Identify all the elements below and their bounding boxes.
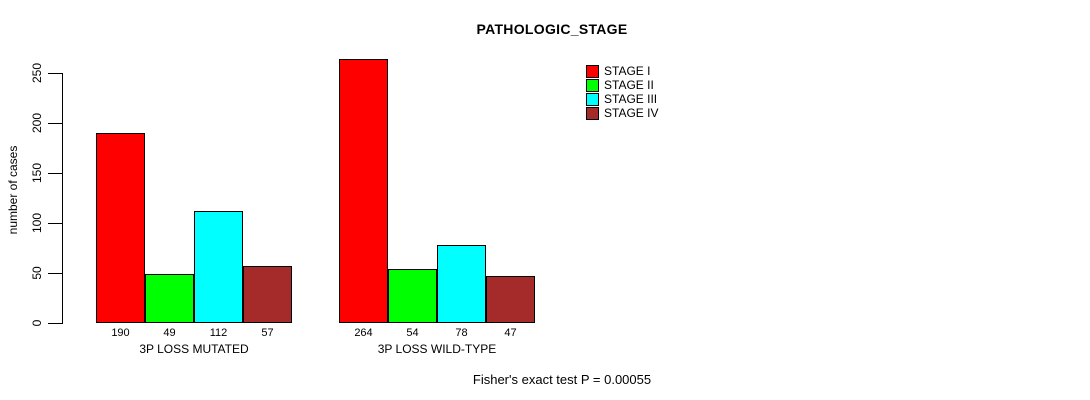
x-group-label: 3P LOSS MUTATED: [139, 342, 249, 356]
bar-value-label: 190: [111, 327, 130, 339]
chart-title: PATHOLOGIC_STAGE: [476, 21, 628, 37]
legend-swatch: [586, 65, 599, 78]
bar-value-label: 78: [455, 327, 468, 339]
y-tick: [48, 323, 62, 324]
y-tick-label: 150: [30, 162, 44, 184]
legend-item: STAGE II: [586, 79, 658, 92]
bar-stage-ii: [145, 274, 194, 323]
x-group-label: 3P LOSS WILD-TYPE: [377, 342, 497, 356]
bar-value-label: 54: [406, 327, 419, 339]
legend-item: STAGE III: [586, 93, 658, 106]
bar-stage-iii: [194, 211, 243, 323]
y-tick: [48, 273, 62, 274]
bar-stage-iv: [486, 276, 535, 323]
bar-stage-ii: [388, 269, 437, 323]
legend-label: STAGE IV: [604, 106, 659, 120]
legend-swatch: [586, 79, 599, 92]
legend-swatch: [586, 107, 599, 120]
y-axis-title: number of cases: [6, 145, 20, 235]
annotation-text: Fisher's exact test P = 0.00055: [472, 372, 652, 387]
y-tick: [48, 123, 62, 124]
bar-value-label: 112: [209, 327, 228, 339]
y-tick-label: 250: [30, 62, 44, 84]
y-tick-label: 50: [30, 266, 44, 280]
y-tick-label: 200: [30, 112, 44, 134]
legend-label: STAGE II: [604, 78, 654, 92]
y-tick: [48, 173, 62, 174]
bar-value-label: 264: [354, 327, 373, 339]
legend: STAGE I STAGE II STAGE III STAGE IV: [586, 65, 658, 120]
legend-item: STAGE IV: [586, 107, 658, 120]
bar-stage-iii: [437, 245, 486, 323]
y-axis-line: [62, 73, 63, 324]
bar-value-label: 49: [163, 327, 176, 339]
bar-value-label: 47: [504, 327, 517, 339]
y-tick: [48, 73, 62, 74]
y-tick: [48, 223, 62, 224]
legend-item: STAGE I: [586, 65, 658, 78]
bar-stage-i: [96, 133, 145, 323]
bar-stage-i: [339, 59, 388, 323]
y-tick-label: 0: [30, 319, 44, 327]
bar-value-label: 57: [261, 327, 274, 339]
legend-swatch: [586, 93, 599, 106]
legend-label: STAGE I: [604, 64, 651, 78]
legend-label: STAGE III: [604, 92, 658, 106]
y-tick-label: 100: [30, 212, 44, 234]
bar-stage-iv: [243, 266, 292, 323]
